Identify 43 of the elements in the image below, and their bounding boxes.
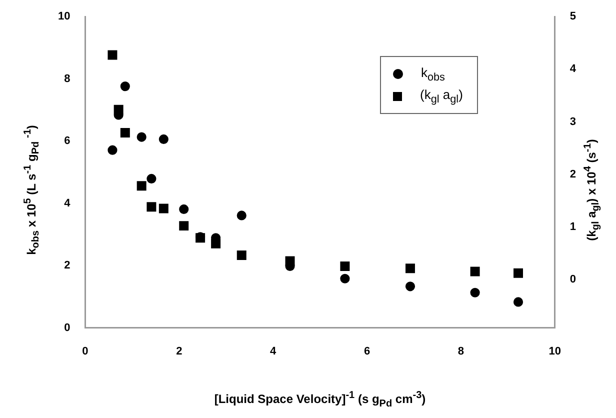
x-tick-label: 2 [176,345,182,358]
y-tick-label: 4 [64,197,72,210]
point [179,204,189,214]
point [513,297,524,307]
x-axis-title: [Liquid Space Velocity]$^{-1}$ (s g$_{Pd}$ cm$^{-3}$) [214,390,426,410]
point [405,282,416,292]
y-tick-label: 10 [58,10,70,23]
point [236,210,246,220]
point [340,262,350,272]
point [108,50,118,60]
y-tick-label: 6 [64,135,70,148]
legend-label: (k$_{gl}$ a$_{gl}$) [420,86,463,106]
point [120,82,130,92]
point [158,204,168,214]
point [470,266,480,276]
point [158,134,168,144]
y2-tick-label: 4 [570,63,577,76]
point [136,181,146,191]
x-tick-label: 6 [364,345,370,358]
y2-tick-label: 3 [570,116,576,128]
point [470,288,480,298]
point [405,264,415,274]
point [120,128,130,138]
point [146,202,156,212]
point [146,174,156,184]
point [136,132,146,142]
point [340,274,350,284]
y2-tick-label: 5 [570,10,576,23]
y-tick-label: 2 [64,260,70,272]
x-tick-label: 4 [270,345,278,358]
y-tick-label: 8 [64,72,70,85]
legend-label: k$_{obs}$ [421,64,445,84]
x-tick-label: 10 [548,345,562,358]
y2-tick-label: 0 [570,273,576,286]
y2-tick-label: 2 [570,168,576,180]
x-tick-label: 8 [458,345,464,358]
point [514,268,523,278]
x-tick-label: 0 [82,345,88,358]
point [108,145,118,155]
y2-tick-label: 1 [570,220,576,233]
point [179,221,189,231]
y-tick-label: 0 [64,322,70,334]
point [236,250,246,260]
